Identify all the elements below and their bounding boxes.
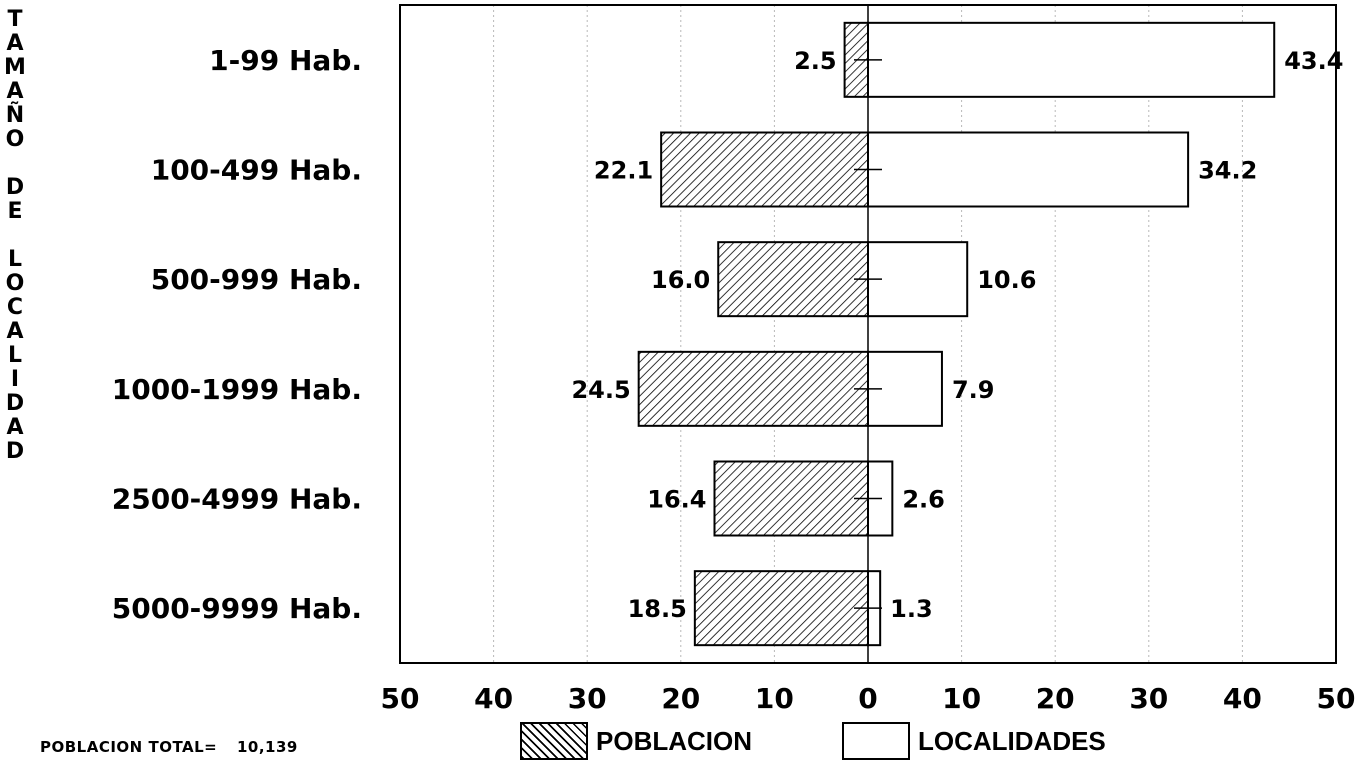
y-axis-title-letter: A — [6, 415, 24, 440]
y-axis-title-letter: O — [5, 127, 25, 152]
x-tick-label: 40 — [1223, 682, 1262, 715]
x-tick-label: 40 — [474, 682, 513, 715]
legend-item-poblacion: POBLACION — [520, 722, 752, 760]
category-label: 500-999 Hab. — [151, 263, 362, 296]
category-label: 1-99 Hab. — [209, 44, 362, 77]
bar-poblacion — [693, 570, 870, 647]
category-label: 100-499 Hab. — [151, 154, 362, 187]
x-tick-label: 10 — [755, 682, 794, 715]
gridlines — [493, 5, 1243, 663]
value-label-poblacion: 22.1 — [594, 157, 653, 185]
value-label-poblacion: 2.5 — [794, 47, 837, 75]
category-label: 2500-4999 Hab. — [112, 483, 362, 516]
legend-swatch-hatched — [520, 722, 588, 760]
y-axis-title-letter: A — [6, 31, 24, 56]
total-label: POBLACION TOTAL= — [40, 738, 218, 756]
legend-swatch-white — [842, 722, 910, 760]
x-tick-label: 50 — [381, 682, 420, 715]
value-label-localidades: 34.2 — [1198, 157, 1257, 185]
x-tick-label: 10 — [942, 682, 981, 715]
legend-item-localidades: LOCALIDADES — [842, 722, 1106, 760]
x-tick-label: 20 — [661, 682, 700, 715]
x-tick-label: 20 — [1036, 682, 1075, 715]
category-label: 1000-1999 Hab. — [112, 373, 362, 406]
x-tick-label: 50 — [1317, 682, 1356, 715]
total-value: 10,139 — [236, 738, 298, 756]
value-label-localidades: 10.6 — [977, 266, 1036, 294]
value-label-localidades: 43.4 — [1284, 47, 1343, 75]
bar-localidades — [867, 241, 969, 318]
value-label-localidades: 2.6 — [902, 486, 945, 514]
y-axis-title-letter: C — [6, 295, 24, 320]
value-label-poblacion: 16.4 — [647, 486, 706, 514]
bar-localidades — [867, 21, 1276, 98]
y-axis-title-letter: A — [6, 319, 24, 344]
legend-label-localidades: LOCALIDADES — [918, 725, 1106, 756]
plot-frame — [399, 4, 1337, 664]
bar-poblacion — [660, 131, 869, 208]
value-label-poblacion: 24.5 — [571, 376, 630, 404]
value-label-poblacion: 16.0 — [651, 266, 710, 294]
bar-localidades — [867, 131, 1190, 208]
x-tick-label: 30 — [1129, 682, 1168, 715]
y-axis-title-letter: L — [7, 343, 23, 368]
y-axis-title-letter: I — [10, 367, 20, 392]
x-tick-label: 30 — [568, 682, 607, 715]
y-axis-title-letter: D — [5, 439, 25, 464]
y-axis-title-letter: E — [7, 199, 23, 224]
x-tick-label: 0 — [858, 682, 877, 715]
bar-poblacion — [637, 350, 869, 427]
legend-label-poblacion: POBLACION — [596, 725, 752, 756]
category-labels: 1-99 Hab. 100-499 Hab. 500-999 Hab. 1000-19… — [112, 44, 362, 625]
y-axis-title-letter: T — [7, 7, 23, 32]
y-axis-title-letter: O — [5, 271, 25, 296]
bar-poblacion — [717, 241, 869, 318]
y-axis-title-letter: D — [5, 391, 25, 416]
y-axis-title-letter: D — [5, 175, 25, 200]
y-axis-title-letter: A — [6, 79, 24, 104]
bar-poblacion — [713, 460, 869, 537]
category-label: 5000-9999 Hab. — [112, 592, 362, 625]
y-axis-title-gap — [0, 224, 30, 248]
y-axis-title-gap — [0, 152, 30, 176]
bars — [637, 21, 1276, 647]
y-axis-title-letter: L — [7, 247, 23, 272]
value-label-poblacion: 18.5 — [628, 595, 687, 623]
total-population: POBLACION TOTAL= 10,139 — [40, 738, 298, 756]
y-axis-title-letter: M — [4, 55, 26, 80]
x-tick-labels: 50 40 30 20 10 0 10 20 30 40 50 — [381, 682, 1356, 715]
value-label-localidades: 7.9 — [952, 376, 995, 404]
value-label-localidades: 1.3 — [890, 595, 933, 623]
value-labels: 2.5 43.4 22.1 34.2 16.0 10.6 24.5 7.9 16.4 2.6 18.… — [571, 47, 1343, 623]
y-axis-title-letter: Ñ — [5, 103, 25, 128]
